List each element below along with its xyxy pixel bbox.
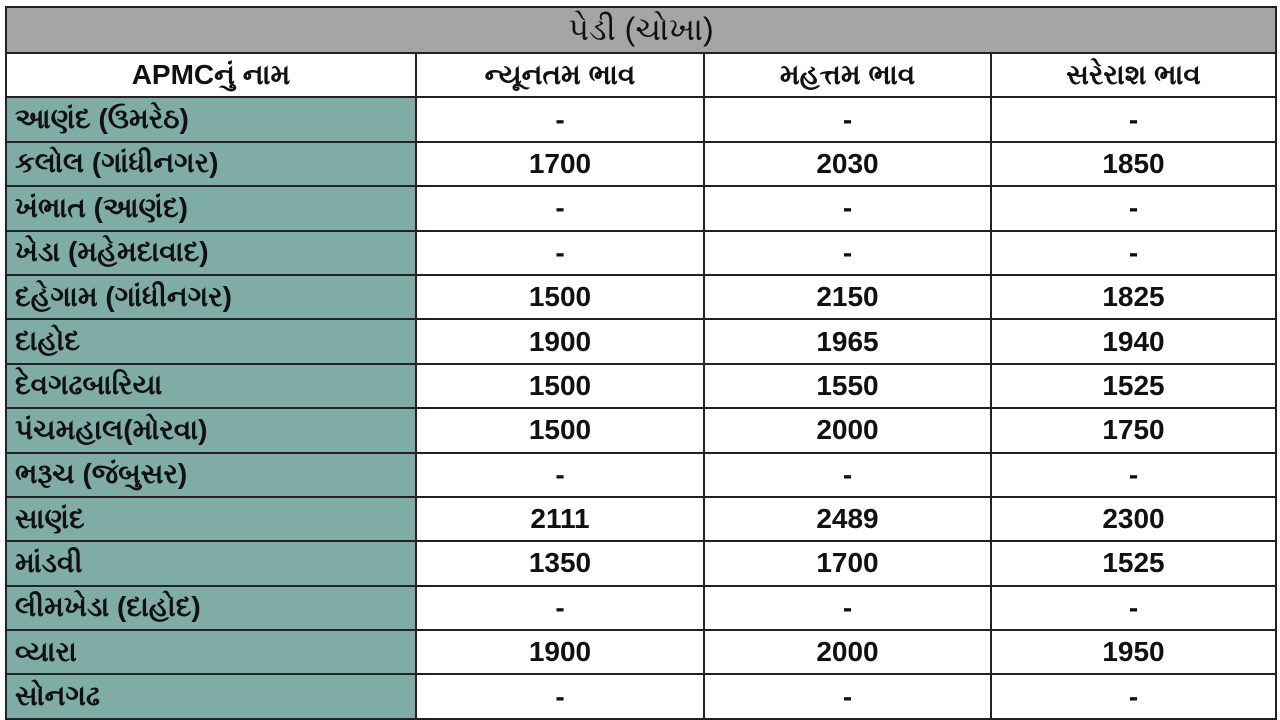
apmc-name-cell: વ્યારા <box>5 629 417 676</box>
max-price-cell: - <box>703 584 992 632</box>
apmc-name-cell: સાણંદ <box>5 495 417 543</box>
min-price-cell: 1500 <box>415 407 705 454</box>
table-row: ભરૂચ (જંબુસર) - - - <box>5 451 1277 498</box>
table-row: દેવગઢબારિયા 1500 1550 1525 <box>5 362 1277 410</box>
min-price-cell: - <box>415 229 705 276</box>
max-price-cell: - <box>703 451 992 498</box>
avg-price-cell: 1525 <box>990 362 1277 410</box>
apmc-name-cell: કલોલ (ગાંધીનગર) <box>5 140 417 188</box>
header-apmc-name: APMCનું નામ <box>5 51 417 99</box>
avg-price-cell: 1750 <box>990 407 1277 454</box>
table-row: લીમખેડા (દાહોદ) - - - <box>5 584 1277 632</box>
apmc-name-cell: દાહોદ <box>5 318 417 365</box>
min-price-cell: 1350 <box>415 540 705 587</box>
table-row: કલોલ (ગાંધીનગર) 1700 2030 1850 <box>5 140 1277 188</box>
max-price-cell: 1965 <box>703 318 992 365</box>
max-price-cell: - <box>703 229 992 276</box>
max-price-cell: - <box>703 673 992 720</box>
apmc-name-cell: લીમખેડા (દાહોદ) <box>5 584 417 632</box>
min-price-cell: - <box>415 584 705 632</box>
max-price-cell: 2030 <box>703 140 992 188</box>
max-price-cell: - <box>703 96 992 143</box>
min-price-cell: 1500 <box>415 362 705 410</box>
apmc-name-cell: ભરૂચ (જંબુસર) <box>5 451 417 498</box>
min-price-cell: - <box>415 673 705 720</box>
table-title: પેડી (ચોખા) <box>5 6 1277 54</box>
apmc-name-cell: પંચમહાલ(મોરવા) <box>5 407 417 454</box>
table-row: સાણંદ 2111 2489 2300 <box>5 495 1277 543</box>
table-row: ખંભાત (આણંદ) - - - <box>5 185 1277 232</box>
max-price-cell: 1550 <box>703 362 992 410</box>
table-row: દહેગામ (ગાંધીનગર) 1500 2150 1825 <box>5 273 1277 321</box>
table-row: આણંદ (ઉમરેઠ) - - - <box>5 96 1277 143</box>
min-price-cell: 1900 <box>415 318 705 365</box>
apmc-name-cell: દેવગઢબારિયા <box>5 362 417 410</box>
avg-price-cell: 2300 <box>990 495 1277 543</box>
header-min-price: ન્યૂનતમ ભાવ <box>415 51 705 99</box>
min-price-cell: 1900 <box>415 629 705 676</box>
table-row: માંડવી 1350 1700 1525 <box>5 540 1277 587</box>
avg-price-cell: - <box>990 96 1277 143</box>
apmc-name-cell: દહેગામ (ગાંધીનગર) <box>5 273 417 321</box>
apmc-name-cell: ખંભાત (આણંદ) <box>5 185 417 232</box>
table-row: સોનગઢ - - - <box>5 673 1277 720</box>
table-row: ખેડા (મહેમદાવાદ) - - - <box>5 229 1277 276</box>
avg-price-cell: 1940 <box>990 318 1277 365</box>
min-price-cell: 2111 <box>415 495 705 543</box>
max-price-cell: 2489 <box>703 495 992 543</box>
avg-price-cell: 1525 <box>990 540 1277 587</box>
avg-price-cell: 1950 <box>990 629 1277 676</box>
apmc-name-cell: આણંદ (ઉમરેઠ) <box>5 96 417 143</box>
min-price-cell: - <box>415 451 705 498</box>
table-row: પંચમહાલ(મોરવા) 1500 2000 1750 <box>5 407 1277 454</box>
max-price-cell: 2000 <box>703 407 992 454</box>
max-price-cell: 2150 <box>703 273 992 321</box>
avg-price-cell: - <box>990 584 1277 632</box>
min-price-cell: - <box>415 96 705 143</box>
table-row: વ્યારા 1900 2000 1950 <box>5 629 1277 676</box>
max-price-cell: 2000 <box>703 629 992 676</box>
header-avg-price: સરેરાશ ભાવ <box>990 51 1277 99</box>
avg-price-cell: 1850 <box>990 140 1277 188</box>
avg-price-cell: - <box>990 451 1277 498</box>
avg-price-cell: - <box>990 673 1277 720</box>
header-max-price: મહત્તમ ભાવ <box>703 51 992 99</box>
apmc-name-cell: માંડવી <box>5 540 417 587</box>
avg-price-cell: - <box>990 229 1277 276</box>
min-price-cell: - <box>415 185 705 232</box>
max-price-cell: 1700 <box>703 540 992 587</box>
min-price-cell: 1500 <box>415 273 705 321</box>
apmc-name-cell: સોનગઢ <box>5 673 417 720</box>
price-table: પેડી (ચોખા) APMCનું નામ ન્યૂનતમ ભાવ મહત્… <box>5 6 1277 720</box>
avg-price-cell: - <box>990 185 1277 232</box>
apmc-name-cell: ખેડા (મહેમદાવાદ) <box>5 229 417 276</box>
min-price-cell: 1700 <box>415 140 705 188</box>
avg-price-cell: 1825 <box>990 273 1277 321</box>
table-row: દાહોદ 1900 1965 1940 <box>5 318 1277 365</box>
max-price-cell: - <box>703 185 992 232</box>
